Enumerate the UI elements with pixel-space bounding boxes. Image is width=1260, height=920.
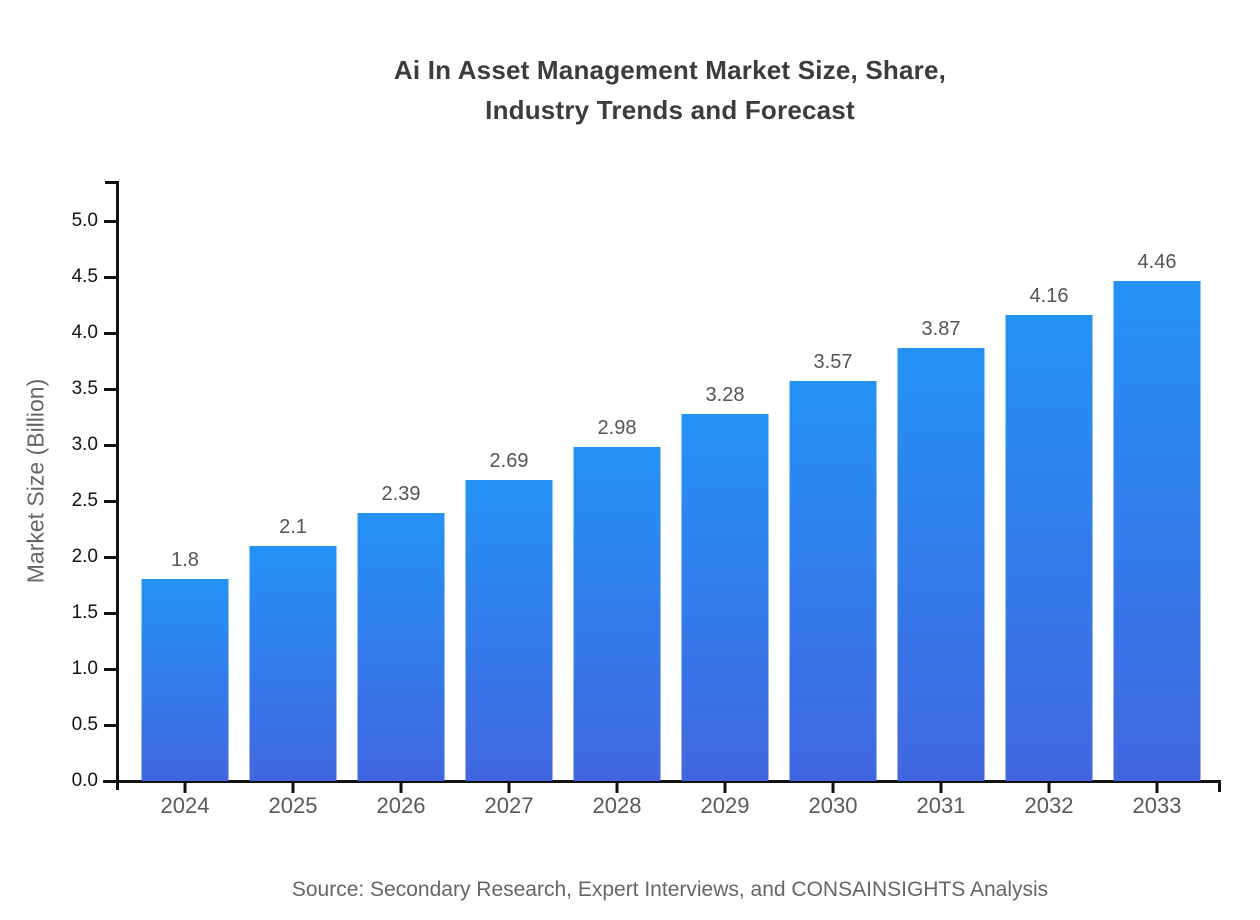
y-tick-label-5.0: 5.0 (71, 210, 98, 231)
y-tick-mark-0.5 (104, 723, 118, 727)
chart-title-line1: Ai In Asset Management Market Size, Shar… (393, 55, 947, 85)
bar-2029[interactable]: 3.28 (681, 384, 769, 781)
y-tick-mark-1.0 (104, 667, 118, 671)
x-tick-label-2028: 2028 (592, 793, 642, 818)
x-tick-label-2030: 2030 (808, 793, 858, 818)
y-tick-mark-3.0 (104, 443, 118, 447)
source-note: Source: Secondary Research, Expert Inter… (291, 878, 1049, 901)
chart-title: Ai In Asset Management Market Size, Shar… (80, 50, 1260, 130)
bar-2026[interactable]: 2.39 (357, 483, 445, 781)
bar-value-label-2029: 3.28 (705, 383, 745, 406)
x-tick-label-2025: 2025 (268, 793, 318, 818)
x-tick-label-2029: 2029 (700, 793, 750, 818)
bar-2033[interactable]: 4.46 (1113, 251, 1201, 781)
y-tick-mark-2.5 (104, 499, 118, 503)
y-tick-mark-1.5 (104, 611, 118, 615)
y-tick-label-1.5: 1.5 (71, 602, 98, 623)
bar-value-label-2028: 2.98 (597, 417, 637, 440)
x-tick-mark-2026 (399, 781, 403, 793)
x-tick-label-2033: 2033 (1132, 793, 1182, 818)
bar-2030[interactable]: 3.57 (789, 351, 877, 781)
bar-value-label-2032: 4.16 (1029, 285, 1069, 308)
y-tick-mark-5.0 (104, 219, 118, 223)
x-tick-mark-2033 (1155, 781, 1159, 793)
x-tick-mark-2029 (723, 781, 727, 793)
x-tick-label-2032: 2032 (1024, 793, 1074, 818)
x-tick-mark-2030 (831, 781, 835, 793)
x-tick-label-2024: 2024 (160, 793, 210, 818)
bar-value-label-2031: 3.87 (921, 317, 961, 340)
y-tick-label-4.0: 4.0 (71, 322, 98, 343)
x-tick-label-2027: 2027 (484, 793, 534, 818)
bar-2024[interactable]: 1.8 (141, 549, 229, 781)
y-tick-label-3.5: 3.5 (71, 378, 98, 399)
x-tick-label-2031: 2031 (916, 793, 966, 818)
bar-value-label-2025: 2.1 (279, 515, 307, 538)
x-axis-spine (103, 780, 1221, 783)
x-axis-endcap (1218, 780, 1221, 792)
x-tick-label-2026: 2026 (376, 793, 426, 818)
bar-2028[interactable]: 2.98 (573, 417, 661, 781)
y-tick-label-0.0: 0.0 (71, 770, 98, 791)
x-tick-mark-2025 (291, 781, 295, 793)
y-tick-label-2.5: 2.5 (71, 490, 98, 511)
bar-value-label-2026: 2.39 (381, 483, 421, 506)
chart-title-line2: Industry Trends and Forecast (485, 95, 855, 125)
x-tick-mark-2024 (183, 781, 187, 793)
y-tick-label-4.5: 4.5 (71, 266, 98, 287)
bar-value-label-2024: 1.8 (171, 549, 199, 572)
x-tick-mark-2032 (1047, 781, 1051, 793)
y-axis-spine (116, 181, 119, 790)
x-tick-mark-2028 (615, 781, 619, 793)
bar-2027[interactable]: 2.69 (465, 450, 553, 781)
y-tick-mark-4.5 (104, 275, 118, 279)
y-tick-label-3.0: 3.0 (71, 434, 98, 455)
y-tick-mark-0.0 (104, 779, 118, 783)
y-tick-mark-2.0 (104, 555, 118, 559)
x-tick-mark-2027 (507, 781, 511, 793)
x-tick-mark-2031 (939, 781, 943, 793)
bar-2031[interactable]: 3.87 (897, 318, 985, 781)
y-tick-label-1.0: 1.0 (71, 658, 98, 679)
y-tick-label-2.0: 2.0 (71, 546, 98, 567)
y-tick-mark-3.5 (104, 387, 118, 391)
bar-value-label-2027: 2.69 (489, 449, 529, 472)
bar-value-label-2033: 4.46 (1137, 251, 1177, 274)
y-tick-label-0.5: 0.5 (71, 714, 98, 735)
y-axis-endcap (105, 181, 119, 184)
bar-value-label-2030: 3.57 (813, 351, 853, 374)
y-tick-mark-4.0 (104, 331, 118, 335)
bar-2032[interactable]: 4.16 (1005, 285, 1093, 781)
bar-2025[interactable]: 2.1 (249, 516, 337, 781)
